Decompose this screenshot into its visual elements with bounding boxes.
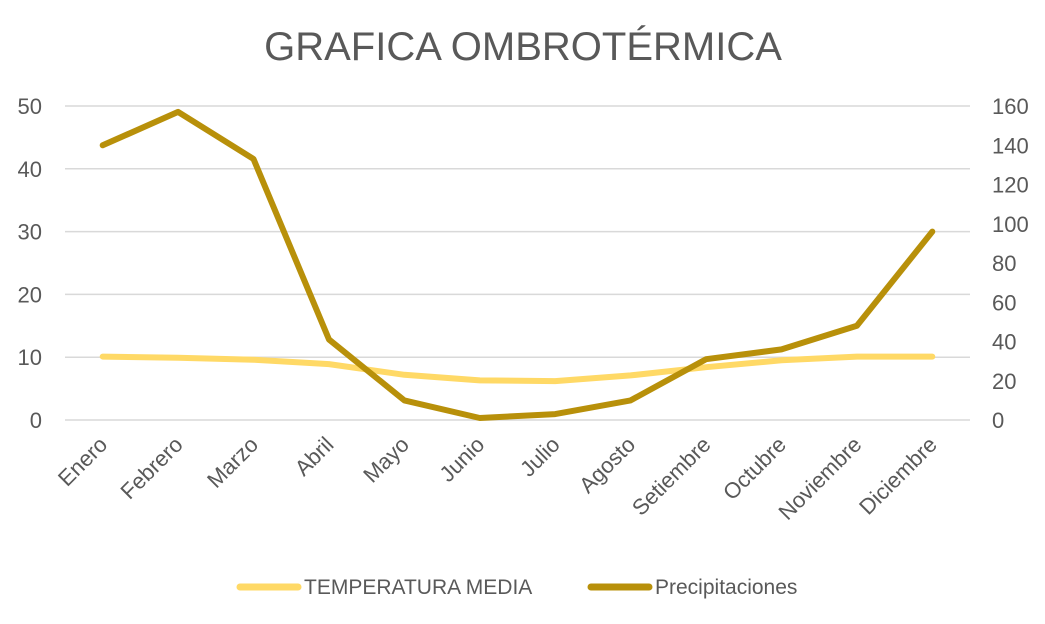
left-tick-label: 0 (30, 408, 42, 433)
x-tick-label: Enero (53, 432, 112, 491)
gridlines (65, 105, 970, 421)
left-tick-label: 20 (18, 282, 42, 307)
left-tick-label: 40 (18, 157, 42, 182)
chart-title: GRAFICA OMBROTÉRMICA (264, 24, 782, 69)
x-tick-label: Noviembre (774, 432, 867, 525)
x-tick-label: Junio (434, 432, 489, 487)
x-axis: Enero Febrero Marzo Abril Mayo Junio Julio Agos… (53, 432, 942, 525)
right-tick-label: 140 (992, 133, 1029, 158)
x-tick-label: Julio (515, 432, 565, 482)
series-layer (99, 108, 936, 421)
right-tick-label: 60 (992, 290, 1016, 315)
x-tick-label: Diciembre (854, 432, 942, 520)
x-tick-label: Mayo (358, 432, 414, 488)
series-line-precipitaciones (99, 108, 936, 421)
legend-label-temperatura: TEMPERATURA MEDIA (304, 576, 532, 599)
right-tick-label: 100 (992, 212, 1029, 237)
left-tick-label: 10 (18, 345, 42, 370)
left-tick-label: 30 (18, 220, 42, 245)
right-tick-label: 40 (992, 330, 1016, 355)
left-axis: 0 10 20 30 40 50 (18, 94, 42, 433)
legend: TEMPERATURA MEDIA Precipitaciones (236, 576, 797, 599)
right-tick-label: 120 (992, 173, 1029, 198)
x-tick-label: Setiembre (627, 432, 716, 521)
left-tick-label: 50 (18, 94, 42, 119)
x-tick-label: Abril (290, 432, 339, 481)
series-line-temperatura (99, 353, 936, 385)
x-tick-label: Febrero (116, 432, 188, 504)
x-tick-label: Marzo (202, 432, 263, 493)
right-tick-label: 0 (992, 408, 1004, 433)
right-tick-label: 160 (992, 94, 1029, 119)
right-tick-label: 80 (992, 251, 1016, 276)
x-tick-label: Agosto (574, 432, 640, 498)
right-tick-label: 20 (992, 369, 1016, 394)
x-tick-label: Octubre (718, 432, 791, 505)
legend-label-precipitaciones: Precipitaciones (655, 576, 797, 599)
right-axis: 0 20 40 60 80 100 120 140 160 (992, 94, 1029, 433)
